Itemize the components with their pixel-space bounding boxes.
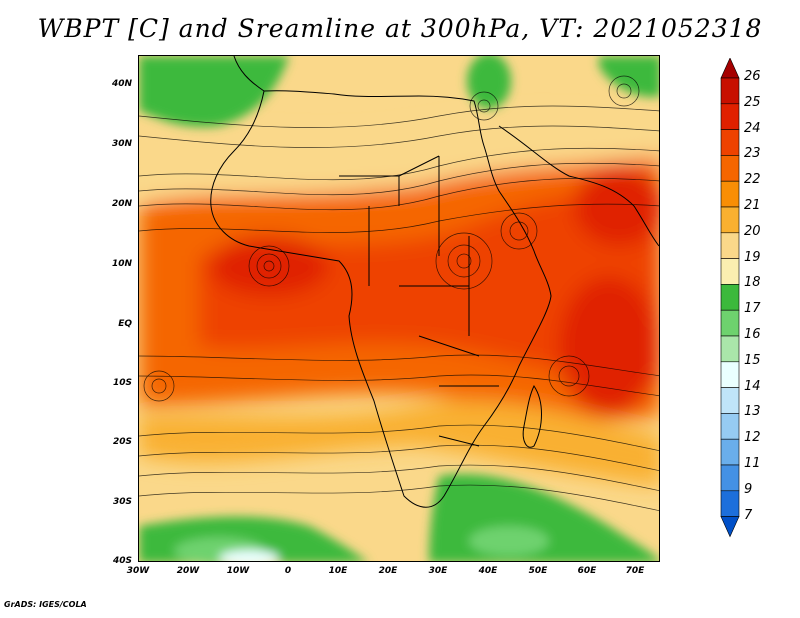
- colorbar-label: 21: [744, 198, 761, 213]
- lat-label-30s: 30S: [112, 497, 132, 507]
- coastlines: [210, 56, 659, 508]
- colorbar-label: 20: [744, 223, 761, 239]
- lat-label-10n: 10N: [111, 259, 132, 269]
- lon-label-60e: 60E: [577, 566, 597, 576]
- colorbar-segment: [720, 284, 740, 311]
- colorbar-segment: [720, 387, 740, 414]
- lon-label-50e: 50E: [528, 566, 548, 576]
- colorbar-label: 17: [744, 301, 761, 317]
- colorbar-label: 26: [744, 69, 761, 84]
- lat-label-40s: 40S: [112, 556, 132, 566]
- colorbar-segment: [720, 129, 740, 156]
- lat-label-40n: 40N: [111, 79, 132, 89]
- colorbar-label: 23: [744, 146, 761, 162]
- lon-label-30e: 30E: [428, 566, 448, 576]
- colorbar-segment: [720, 464, 740, 492]
- colorbar-segment: [720, 77, 740, 105]
- colorbar-segment: [720, 335, 740, 363]
- colorbar-segment: [720, 413, 740, 440]
- colorbar-segment: [720, 309, 740, 337]
- streamlines: [139, 75, 659, 511]
- lon-label-20e: 20E: [378, 566, 398, 576]
- colorbar-segment: [720, 103, 740, 130]
- colorbar-segment: [720, 180, 740, 208]
- colorbar-segment: [720, 155, 740, 182]
- lat-label-20s: 20S: [112, 437, 132, 447]
- lat-label-eq: EQ: [118, 319, 132, 329]
- lon-label-0: 0: [284, 566, 292, 576]
- lat-label-30n: 30N: [111, 139, 132, 149]
- cool-shading: [139, 56, 659, 561]
- colorbar-segment: [720, 206, 740, 234]
- colorbar-label: 25: [744, 94, 761, 110]
- colorbar-label: 24: [744, 120, 761, 136]
- lon-label-10w: 10W: [226, 566, 250, 576]
- lon-label-40e: 40E: [478, 566, 498, 576]
- map-panel: [138, 55, 660, 562]
- colorbar-segment: [720, 361, 740, 388]
- colorbar: [720, 58, 740, 538]
- colorbar-label: 22: [744, 172, 761, 188]
- colorbar-label: 7: [744, 507, 753, 523]
- colorbar-label: 14: [744, 378, 761, 394]
- colorbar-segment: [720, 490, 740, 517]
- map-canvas: [139, 56, 659, 561]
- colorbar-label: 13: [744, 404, 761, 420]
- lon-label-20w: 20W: [176, 566, 200, 576]
- colorbar-segment: [720, 232, 740, 259]
- colorbar-bottom-arrow: [720, 516, 740, 538]
- lon-label-10e: 10E: [328, 566, 348, 576]
- chart-title: WBPT [C] and Sreamline at 300hPa, VT: 20…: [37, 14, 763, 43]
- colorbar-top-arrow: [720, 58, 740, 79]
- colorbar-label: 16: [744, 327, 761, 342]
- colorbar-segment: [720, 438, 740, 466]
- colorbar-label: 19: [744, 249, 761, 265]
- colorbar-segments: [720, 58, 740, 538]
- wbpt-shading: [139, 116, 659, 486]
- lon-label-70e: 70E: [625, 566, 645, 576]
- colorbar-label: 12: [744, 430, 761, 446]
- colorbar-label: 18: [744, 275, 761, 291]
- footer-credit: GrADS: IGES/COLA: [4, 600, 87, 609]
- lat-label-20n: 20N: [111, 199, 132, 209]
- lon-label-30w: 30W: [126, 566, 150, 576]
- colorbar-segment: [720, 258, 740, 285]
- colorbar-label: 15: [744, 352, 761, 368]
- colorbar-label: 11: [744, 456, 761, 471]
- lat-label-10s: 10S: [112, 378, 132, 388]
- colorbar-label: 9: [744, 481, 753, 497]
